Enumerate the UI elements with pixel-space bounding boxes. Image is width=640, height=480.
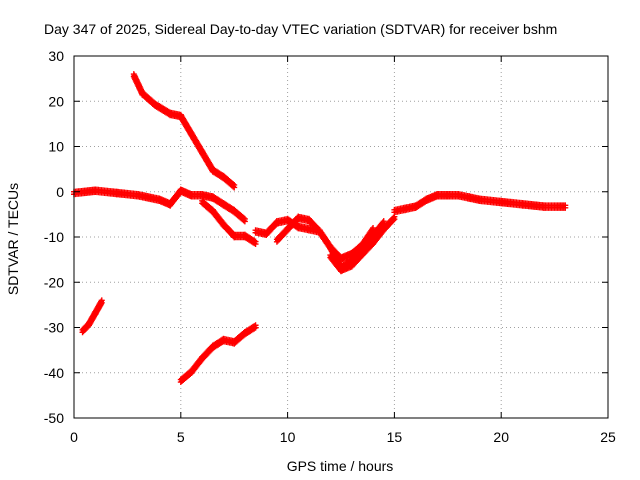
- x-axis-label: GPS time / hours: [287, 458, 394, 474]
- data-series: [71, 71, 569, 386]
- y-tick-label: -50: [44, 410, 64, 426]
- y-tick-label: 0: [56, 184, 64, 200]
- x-tick-label: 10: [280, 429, 296, 445]
- y-tick-label: -20: [44, 274, 64, 290]
- series-arc-mid-left: [199, 197, 259, 248]
- data-point: [252, 324, 259, 331]
- data-point: [391, 216, 398, 223]
- x-tick-label: 15: [387, 429, 403, 445]
- axes: 0 5 10 15 20 25 -50 -40 -30 -20 -10 0 10 20 30: [44, 48, 616, 445]
- grid: [74, 56, 608, 418]
- x-tick-label: 5: [177, 429, 185, 445]
- x-tick-label: 20: [493, 429, 509, 445]
- series-arc-right: [391, 191, 569, 216]
- y-tick-label: -40: [44, 365, 64, 381]
- y-tick-label: 30: [48, 48, 64, 64]
- data-point: [98, 299, 105, 306]
- series-arc-low-left: [79, 297, 105, 336]
- series-arc-low-mid: [177, 322, 259, 386]
- data-point: [252, 241, 259, 248]
- data-point: [562, 204, 569, 211]
- x-tick-label: 25: [600, 429, 616, 445]
- y-tick-label: 20: [48, 93, 64, 109]
- y-axis-label: SDTVAR / TECUs: [5, 183, 21, 295]
- data-point: [231, 184, 238, 191]
- chart-title: Day 347 of 2025, Sidereal Day-to-day VTE…: [44, 21, 557, 37]
- series-arc-descending: [130, 71, 238, 191]
- data-point: [98, 301, 105, 308]
- y-tick-label: 10: [48, 139, 64, 155]
- data-point: [241, 218, 248, 225]
- series-arc-dip-tail: [327, 213, 398, 275]
- x-tick-label: 0: [70, 429, 78, 445]
- y-tick-label: -10: [44, 229, 64, 245]
- series-arc-main: [71, 186, 248, 225]
- y-tick-label: -30: [44, 320, 64, 336]
- data-point: [390, 217, 397, 224]
